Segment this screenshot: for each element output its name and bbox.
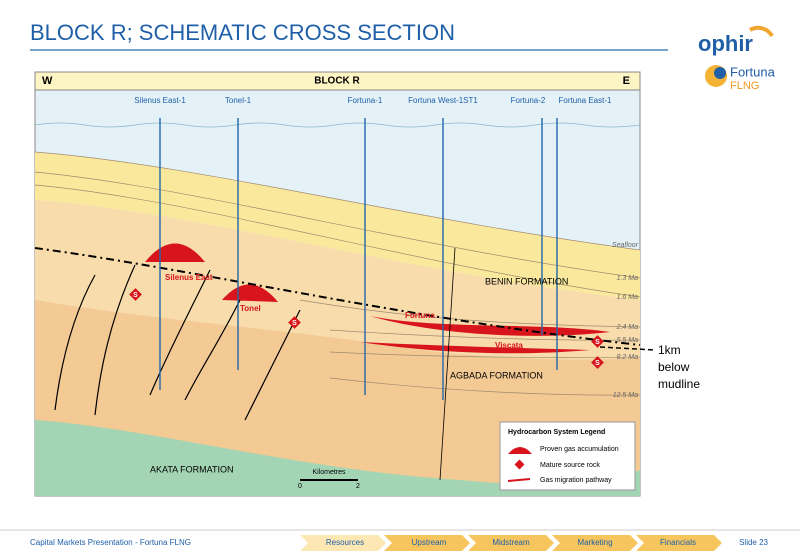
legend-item: Gas migration pathway xyxy=(540,477,612,484)
legend-item: Proven gas accumulation xyxy=(540,446,619,453)
wells xyxy=(159,118,558,400)
legend-box xyxy=(499,421,636,491)
horizon-lines xyxy=(34,151,641,396)
nav-item[interactable]: Financials xyxy=(660,538,696,547)
scale-end: 2 xyxy=(356,483,360,490)
fault xyxy=(184,299,241,401)
formation-label: AGBADA FORMATION xyxy=(450,370,543,380)
formation-label: BENIN FORMATION xyxy=(485,276,568,286)
horizon-label: Seafloor xyxy=(612,242,639,249)
nav-chevron[interactable] xyxy=(636,535,722,551)
logo-product-sub: FLNG xyxy=(730,80,759,92)
scale-title: Kilometres xyxy=(312,469,346,476)
nav-item[interactable]: Resources xyxy=(326,538,364,547)
section-header xyxy=(34,71,641,91)
well-label: Silenus East-1 xyxy=(134,96,186,105)
nav-chevron[interactable] xyxy=(468,535,554,551)
legend-title: Hydrocarbon System Legend xyxy=(508,429,605,436)
gas-accumulation xyxy=(370,316,610,336)
nav-item[interactable]: Marketing xyxy=(577,538,612,547)
slide-number: Slide 23 xyxy=(739,538,768,547)
accumulation-label: Fortuna xyxy=(405,311,435,320)
nav-item[interactable]: Midstream xyxy=(492,538,530,547)
source-marker: S xyxy=(595,360,600,367)
logo-icon xyxy=(714,67,726,79)
cross-section: W BLOCK R E xyxy=(34,71,641,497)
fault xyxy=(149,269,211,396)
legend-swatch xyxy=(508,447,532,454)
mudline xyxy=(34,247,641,346)
horizon-label: 1.6 Ma xyxy=(617,294,639,301)
footer-caption: Capital Markets Presentation - Fortuna F… xyxy=(30,538,191,547)
horizon-label: 5.5 Ma xyxy=(617,337,639,344)
legend-item: Mature source rock xyxy=(540,462,600,469)
faults xyxy=(54,247,456,481)
well-label: Tonel-1 xyxy=(225,96,252,105)
source-icon xyxy=(129,288,142,301)
gas-accumulation xyxy=(360,342,590,354)
scale-start: 0 xyxy=(298,483,302,490)
layer-akata xyxy=(35,420,640,496)
logo-product: Fortuna xyxy=(730,64,776,79)
gas-accumulation xyxy=(222,284,278,302)
fault xyxy=(54,274,96,411)
fault xyxy=(94,264,136,416)
source-icon xyxy=(288,316,301,329)
formation-label: AKATA FORMATION xyxy=(150,464,234,474)
accumulation-label: Silenus East xyxy=(165,273,213,282)
legend-swatch xyxy=(514,459,525,470)
well-label: Fortuna East-1 xyxy=(559,96,612,105)
horizon-line xyxy=(329,351,641,358)
logo-brand: ophir xyxy=(698,31,753,56)
logo-arc xyxy=(748,25,774,38)
mudline-note: 1km below mudline xyxy=(658,343,701,391)
accumulation-label: Viscata xyxy=(495,341,523,350)
formation-pointer xyxy=(439,247,456,481)
layer-benin xyxy=(35,152,640,300)
horizon-label: 12.5 Ma xyxy=(613,392,638,399)
source-marker: S xyxy=(133,292,138,299)
block-label: BLOCK R xyxy=(314,76,360,87)
horizon-line xyxy=(329,377,641,396)
accumulation-label: Tonel xyxy=(240,304,261,313)
horizon-label: 8.2 Ma xyxy=(617,354,639,361)
well-label: Fortuna-1 xyxy=(348,96,383,105)
nav-item[interactable]: Upstream xyxy=(412,538,447,547)
source-marker: S xyxy=(595,339,600,346)
source-marker: S xyxy=(292,320,297,327)
sea-surface xyxy=(34,122,641,128)
west-label: W xyxy=(42,75,53,87)
well-label: Fortuna-2 xyxy=(511,96,546,105)
well-label: Fortuna West-1ST1 xyxy=(408,96,478,105)
nav-chevron[interactable] xyxy=(300,535,386,551)
title: BLOCK R; SCHEMATIC CROSS SECTION xyxy=(30,20,455,45)
mudline-extension xyxy=(599,346,656,351)
nav-chevron[interactable] xyxy=(552,535,638,551)
east-label: E xyxy=(623,75,630,87)
nav-chevron[interactable] xyxy=(384,535,470,551)
horizon-label: 2.4 Ma xyxy=(616,324,639,331)
legend-swatch xyxy=(507,478,531,482)
horizon-line xyxy=(299,299,641,328)
horizon-label: 1.3 Ma xyxy=(617,275,639,282)
